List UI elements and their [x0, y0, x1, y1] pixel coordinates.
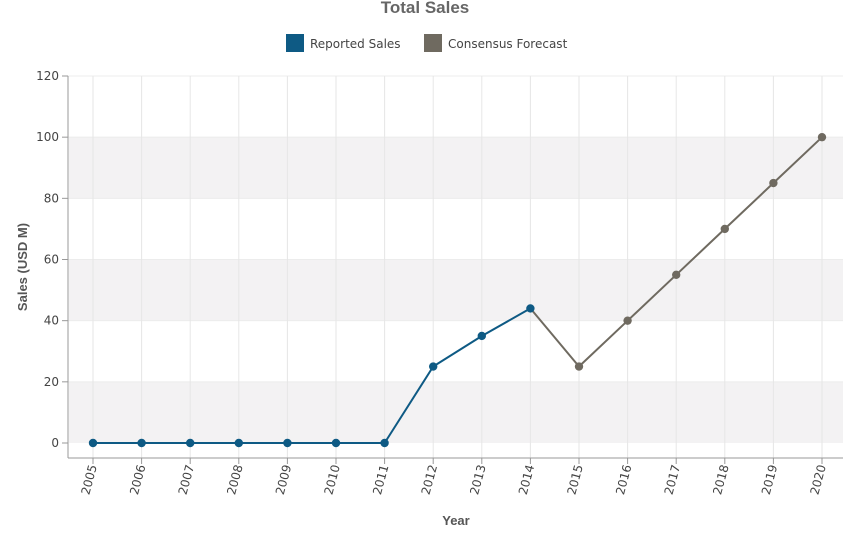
data-point-reported-sales-2009	[283, 438, 292, 448]
x-tick-label: 2015	[564, 463, 585, 496]
series-points	[88, 132, 827, 448]
axes	[67, 76, 843, 459]
data-point-reported-sales-2005	[88, 438, 98, 448]
data-point-reported-sales-2013	[477, 331, 486, 341]
x-tick-label: 2016	[613, 463, 634, 496]
data-point-reported-sales-2008	[234, 438, 243, 448]
x-tick-label: 2014	[516, 463, 537, 496]
x-tick-label: 2010	[321, 463, 342, 496]
band-5	[69, 76, 843, 138]
x-tick-label: 2005	[78, 463, 99, 496]
data-point-consensus-forecast-2016	[623, 316, 632, 325]
y-tick-label: 120	[36, 69, 59, 83]
legend-label-reported-sales: Reported Sales	[310, 37, 401, 51]
y-tick-label: 0	[51, 436, 59, 450]
legend-swatch-reported-sales	[286, 34, 304, 52]
y-tick-label: 80	[44, 191, 59, 205]
x-tick-label: 2018	[710, 463, 731, 496]
data-point-reported-sales-2011	[380, 438, 389, 448]
y-tick-label: 60	[44, 253, 59, 267]
band-0	[69, 381, 843, 443]
band-4	[69, 137, 843, 199]
legend-item-reported-sales[interactable]: Reported Sales	[286, 34, 401, 52]
vertical-gridlines	[92, 76, 823, 458]
x-axis-ticks: 2005 2006 2007 2008 2009 2010 2011 2012 2013 2014…	[78, 458, 829, 496]
y-tick-label: 40	[44, 314, 59, 328]
legend: Reported Sales Consensus Forecast	[286, 34, 568, 52]
plot-background-bands	[68, 75, 843, 443]
y-axis-ticks: 0 20 40 60 80 100 120	[36, 69, 68, 450]
data-point-reported-sales-2010	[331, 438, 341, 448]
data-point-consensus-forecast-2017	[672, 270, 681, 279]
x-tick-label: 2012	[419, 463, 440, 496]
legend-swatch-consensus-forecast	[424, 34, 442, 52]
x-tick-label: 2008	[224, 463, 245, 496]
x-tick-label: 2011	[370, 463, 391, 496]
chart-title: Total Sales	[381, 0, 470, 17]
data-point-consensus-forecast-2020	[817, 132, 827, 142]
data-point-consensus-forecast-2015	[574, 362, 584, 371]
x-axis-title: Year	[442, 513, 469, 528]
x-tick-label: 2006	[127, 463, 148, 496]
x-tick-label: 2013	[467, 463, 488, 496]
y-axis-title: Sales (USD M)	[15, 223, 30, 311]
data-point-reported-sales-2014	[526, 304, 535, 313]
data-point-consensus-forecast-2019	[769, 178, 778, 188]
data-point-consensus-forecast-2018	[720, 224, 729, 234]
x-tick-label: 2007	[176, 463, 197, 496]
x-tick-label: 2009	[273, 463, 294, 496]
x-tick-label: 2020	[807, 463, 828, 496]
data-point-reported-sales-2007	[186, 438, 195, 448]
data-point-reported-sales-2012	[429, 362, 438, 371]
x-tick-label: 2019	[759, 463, 780, 496]
y-tick-label: 100	[36, 130, 59, 144]
legend-label-consensus-forecast: Consensus Forecast	[448, 37, 568, 51]
band-3	[69, 198, 843, 260]
series-line-reported-sales	[93, 307, 531, 444]
legend-item-consensus-forecast[interactable]: Consensus Forecast	[424, 34, 568, 52]
band-2	[69, 259, 843, 321]
data-point-reported-sales-2006	[137, 438, 146, 448]
y-tick-label: 20	[44, 375, 59, 389]
x-tick-label: 2017	[662, 463, 683, 496]
